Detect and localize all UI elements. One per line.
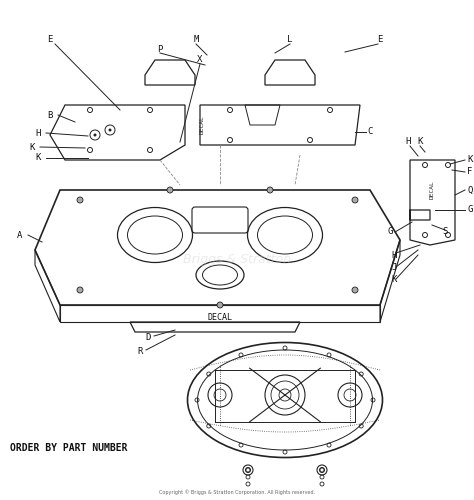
Text: C: C [367, 128, 373, 136]
Circle shape [93, 134, 97, 136]
Text: DECAL: DECAL [429, 180, 435, 200]
Text: D: D [146, 334, 151, 342]
Text: Briggs & Stratton: Briggs & Stratton [183, 254, 291, 266]
Text: DECAL: DECAL [208, 312, 233, 322]
Text: F: F [467, 168, 473, 176]
Text: ORDER BY PART NUMBER: ORDER BY PART NUMBER [10, 443, 128, 453]
Text: A: A [18, 230, 23, 239]
Text: E: E [47, 36, 53, 44]
Text: H: H [405, 138, 410, 146]
Text: R: R [137, 348, 143, 356]
Text: Q: Q [467, 186, 473, 194]
Text: B: B [47, 110, 53, 120]
Text: K: K [467, 156, 473, 164]
Circle shape [77, 197, 83, 203]
Text: E: E [377, 36, 383, 44]
Text: S: S [442, 228, 447, 236]
Circle shape [77, 287, 83, 293]
Text: X: X [197, 56, 203, 64]
Text: H: H [392, 250, 397, 260]
Circle shape [267, 187, 273, 193]
Circle shape [217, 302, 223, 308]
Circle shape [109, 128, 111, 132]
Text: M: M [193, 36, 199, 44]
Text: P: P [157, 46, 163, 54]
Text: K: K [392, 276, 397, 284]
Text: H: H [35, 128, 41, 138]
Text: Copyright © Briggs & Stratton Corporation. All Rights reserved.: Copyright © Briggs & Stratton Corporatio… [159, 489, 315, 495]
Circle shape [352, 287, 358, 293]
Text: J: J [392, 264, 397, 272]
Text: L: L [287, 36, 292, 44]
Text: K: K [417, 138, 423, 146]
Text: DECAL: DECAL [200, 116, 204, 134]
Text: K: K [29, 144, 35, 152]
Text: G: G [467, 206, 473, 214]
Text: K: K [35, 154, 41, 162]
Text: G: G [387, 228, 392, 236]
Circle shape [352, 197, 358, 203]
Circle shape [167, 187, 173, 193]
